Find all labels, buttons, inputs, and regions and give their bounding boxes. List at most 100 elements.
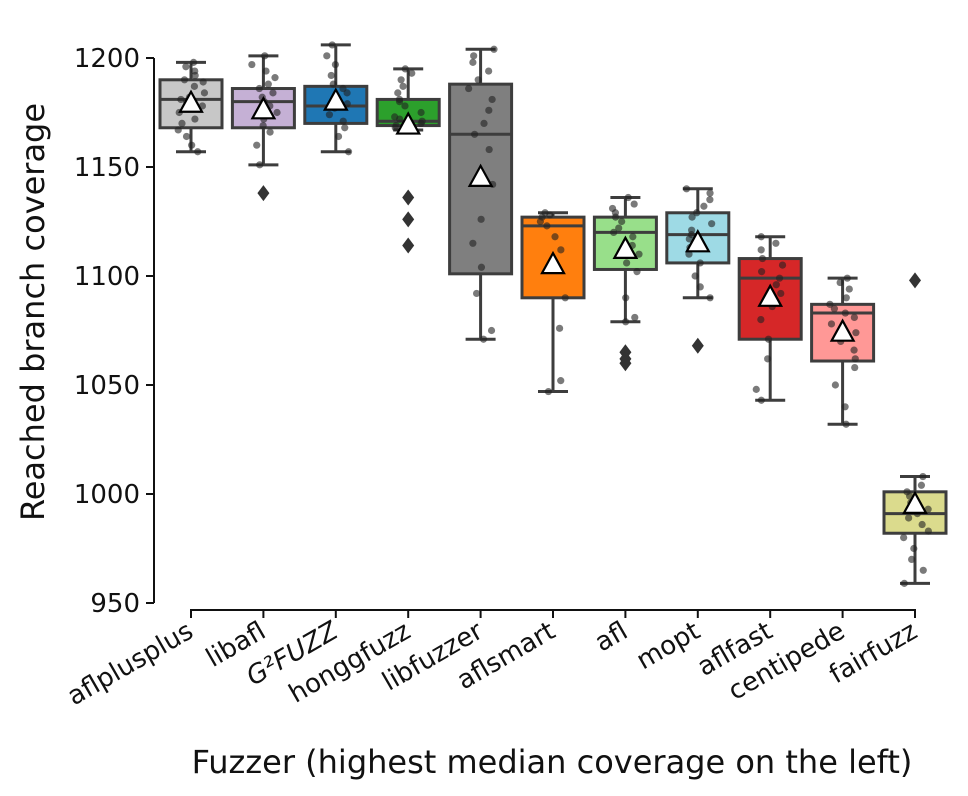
data-point [635, 250, 643, 258]
data-point [757, 233, 765, 241]
data-point [261, 52, 269, 60]
mean-marker [540, 250, 566, 275]
plot-area [158, 41, 948, 587]
data-point [541, 209, 549, 217]
data-point [764, 355, 772, 363]
box-group-aflfast [737, 233, 803, 404]
data-point [399, 82, 407, 90]
data-point [900, 579, 908, 587]
data-point [693, 209, 701, 217]
data-point [331, 60, 340, 69]
data-point [479, 335, 488, 343]
box-group-afl [592, 193, 658, 372]
data-point [706, 196, 714, 204]
data-point [831, 381, 839, 389]
data-point [919, 566, 927, 574]
mean-marker [467, 163, 494, 187]
data-point [608, 204, 617, 213]
data-point [269, 89, 277, 97]
x-axis-label: Fuzzer (highest median coverage on the l… [192, 743, 913, 781]
data-point [264, 80, 272, 88]
data-point [255, 84, 263, 93]
box-group-libfuzzer [448, 45, 514, 343]
data-point [194, 148, 202, 156]
data-point [490, 45, 498, 53]
data-point [543, 222, 551, 230]
data-point [850, 313, 858, 322]
data-point [850, 346, 858, 354]
data-point [395, 95, 404, 104]
data-point [775, 274, 784, 282]
data-point [557, 246, 565, 254]
x-tick-label: mopt [631, 616, 705, 676]
data-point [696, 283, 704, 291]
data-point [682, 185, 691, 193]
data-point [622, 294, 630, 302]
data-point [188, 141, 196, 149]
data-point [845, 285, 853, 293]
y-ticks: 950 1000 1050 1100 1150 1200 [74, 44, 154, 619]
box-group-mopt [665, 185, 731, 354]
data-point [777, 289, 785, 298]
box-group-aflplusplus [158, 58, 224, 156]
data-point [772, 239, 780, 247]
data-point [610, 228, 618, 236]
data-point [480, 119, 488, 127]
mean-marker [612, 235, 639, 259]
data-point [182, 132, 191, 141]
box-group-aflsmart [520, 209, 586, 396]
data-point [391, 113, 399, 121]
data-point [327, 71, 335, 80]
data-point [341, 124, 349, 132]
data-point [706, 294, 714, 302]
data-point [418, 117, 426, 125]
data-point [256, 161, 264, 169]
y-tick-label: 1050 [74, 371, 140, 401]
data-point [561, 294, 569, 302]
data-point [189, 58, 198, 66]
data-point [465, 84, 473, 93]
data-point [630, 200, 638, 208]
data-point [924, 505, 932, 513]
data-point [182, 63, 190, 71]
data-point [477, 215, 485, 223]
y-tick-label: 1200 [74, 44, 140, 74]
data-point [706, 189, 714, 197]
data-point [618, 217, 626, 226]
data-point [469, 58, 477, 66]
data-point [752, 385, 760, 393]
x-ticks: aflplusplus libaflG²FUZZhonggfuzzlibfuzze… [62, 610, 923, 712]
mean-marker [829, 318, 856, 342]
data-point [622, 318, 630, 326]
y-tick-label: 1150 [74, 153, 140, 183]
data-point [905, 514, 913, 522]
data-point [851, 363, 859, 372]
data-point [329, 80, 337, 88]
data-point [323, 52, 331, 60]
data-point [174, 126, 182, 134]
data-point [688, 226, 696, 234]
data-point [401, 102, 409, 110]
x-tick-label: afl [590, 616, 633, 658]
data-point [334, 132, 343, 141]
data-point [190, 82, 199, 90]
data-point [266, 128, 274, 136]
outlier-point [619, 355, 632, 372]
data-point [417, 108, 425, 117]
data-point [401, 65, 409, 73]
data-point [487, 326, 496, 335]
data-point [826, 300, 834, 308]
data-point [691, 272, 699, 280]
outlier-point [257, 185, 270, 202]
outlier-point [909, 272, 921, 289]
data-point [758, 254, 767, 263]
box-group-honggfuzz [375, 65, 441, 254]
data-point [339, 84, 347, 93]
data-point [631, 313, 639, 322]
data-point [178, 119, 186, 127]
x-tick-label: aflplusplus [62, 616, 198, 712]
box-group-g-fuzz [303, 41, 369, 156]
mean-marker [902, 490, 928, 514]
box-group-libafl [230, 52, 296, 202]
